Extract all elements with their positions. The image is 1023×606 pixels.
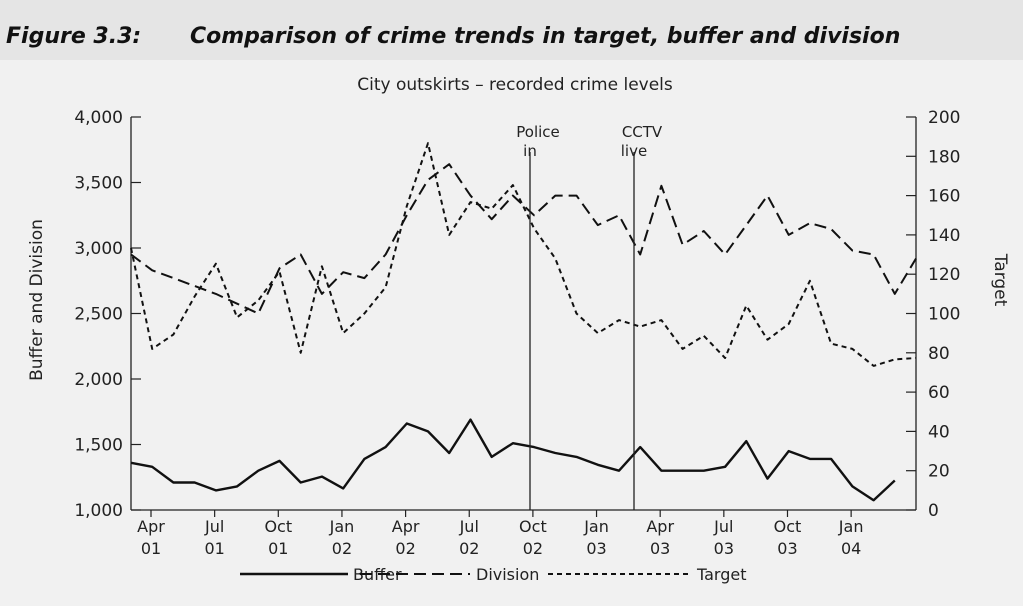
x-tick-label-year: 04 xyxy=(841,539,861,558)
legend-label-buffer: Buffer xyxy=(353,565,402,584)
x-tick-label-year: 01 xyxy=(204,539,224,558)
x-tick-label-month: Oct xyxy=(774,517,802,536)
x-tick-label-year: 02 xyxy=(459,539,479,558)
figure-title: Comparison of crime trends in target, bu… xyxy=(190,24,901,49)
x-tick-label-month: Jul xyxy=(459,517,479,536)
x-tick-label-month: Jul xyxy=(204,517,224,536)
x-tick-label-month: Apr xyxy=(646,517,674,536)
series-layer xyxy=(130,142,917,502)
y-right-tick-label: 120 xyxy=(928,265,960,285)
x-tick-label-year: 02 xyxy=(395,539,415,558)
x-tick-label-year: 03 xyxy=(777,539,797,558)
y-right-tick-label: 200 xyxy=(928,108,960,128)
x-tick-label-month: Jul xyxy=(713,517,733,536)
y-left-tick-label: 2,500 xyxy=(74,305,123,325)
y-left-tick-label: 1,000 xyxy=(74,501,123,521)
y-left-tick-label: 2,000 xyxy=(74,370,123,390)
y-left-tick-label: 3,500 xyxy=(74,174,123,194)
legend: Buffer Division Target xyxy=(240,565,747,584)
legend-label-division: Division xyxy=(476,565,539,584)
figure-header: Figure 3.3: Comparison of crime trends i… xyxy=(0,0,1023,60)
chart-title: City outskirts – recorded crime levels xyxy=(357,75,673,95)
x-tick-label-year: 01 xyxy=(268,539,288,558)
y-right-tick-label: 60 xyxy=(928,383,950,403)
series-line-target xyxy=(130,142,917,367)
x-tick-label-month: Jan xyxy=(838,517,864,536)
x-tick-label-year: 03 xyxy=(650,539,670,558)
x-tick-label-month: Apr xyxy=(137,517,165,536)
y-left-tick-label: 3,000 xyxy=(74,239,123,259)
series-line-division xyxy=(130,163,917,315)
figure-number: Figure 3.3: xyxy=(6,24,142,49)
y-axis-left-label: Buffer and Division xyxy=(27,219,47,381)
y-right-tick-label: 80 xyxy=(928,344,950,364)
series-line-buffer xyxy=(130,418,896,502)
y-axis-right-label: Target xyxy=(990,253,1010,307)
x-tick-label-month: Jan xyxy=(583,517,609,536)
legend-label-target: Target xyxy=(696,565,747,584)
event-marker-label: live xyxy=(621,142,647,160)
axes: 1,0001,5002,0002,5003,0003,5004,00002040… xyxy=(74,108,960,558)
x-tick-label-year: 02 xyxy=(332,539,352,558)
y-right-tick-label: 140 xyxy=(928,226,960,246)
x-tick-label-year: 01 xyxy=(141,539,161,558)
y-right-tick-label: 180 xyxy=(928,147,960,167)
x-tick-label-year: 03 xyxy=(586,539,606,558)
y-right-tick-label: 40 xyxy=(928,422,950,442)
y-right-tick-label: 160 xyxy=(928,187,960,207)
y-right-tick-label: 100 xyxy=(928,305,960,325)
y-right-tick-label: 0 xyxy=(928,501,939,521)
y-left-tick-label: 4,000 xyxy=(74,108,123,128)
x-tick-label-month: Oct xyxy=(264,517,292,536)
x-tick-label-month: Oct xyxy=(519,517,547,536)
y-left-tick-label: 1,500 xyxy=(74,436,123,456)
x-tick-label-month: Apr xyxy=(392,517,420,536)
x-tick-label-year: 02 xyxy=(523,539,543,558)
event-marker-label: Police xyxy=(516,123,560,141)
y-right-tick-label: 20 xyxy=(928,462,950,482)
x-tick-label-year: 03 xyxy=(714,539,734,558)
event-marker-label: in xyxy=(523,142,537,160)
event-marker-label: CCTV xyxy=(622,123,663,141)
x-tick-label-month: Jan xyxy=(329,517,355,536)
